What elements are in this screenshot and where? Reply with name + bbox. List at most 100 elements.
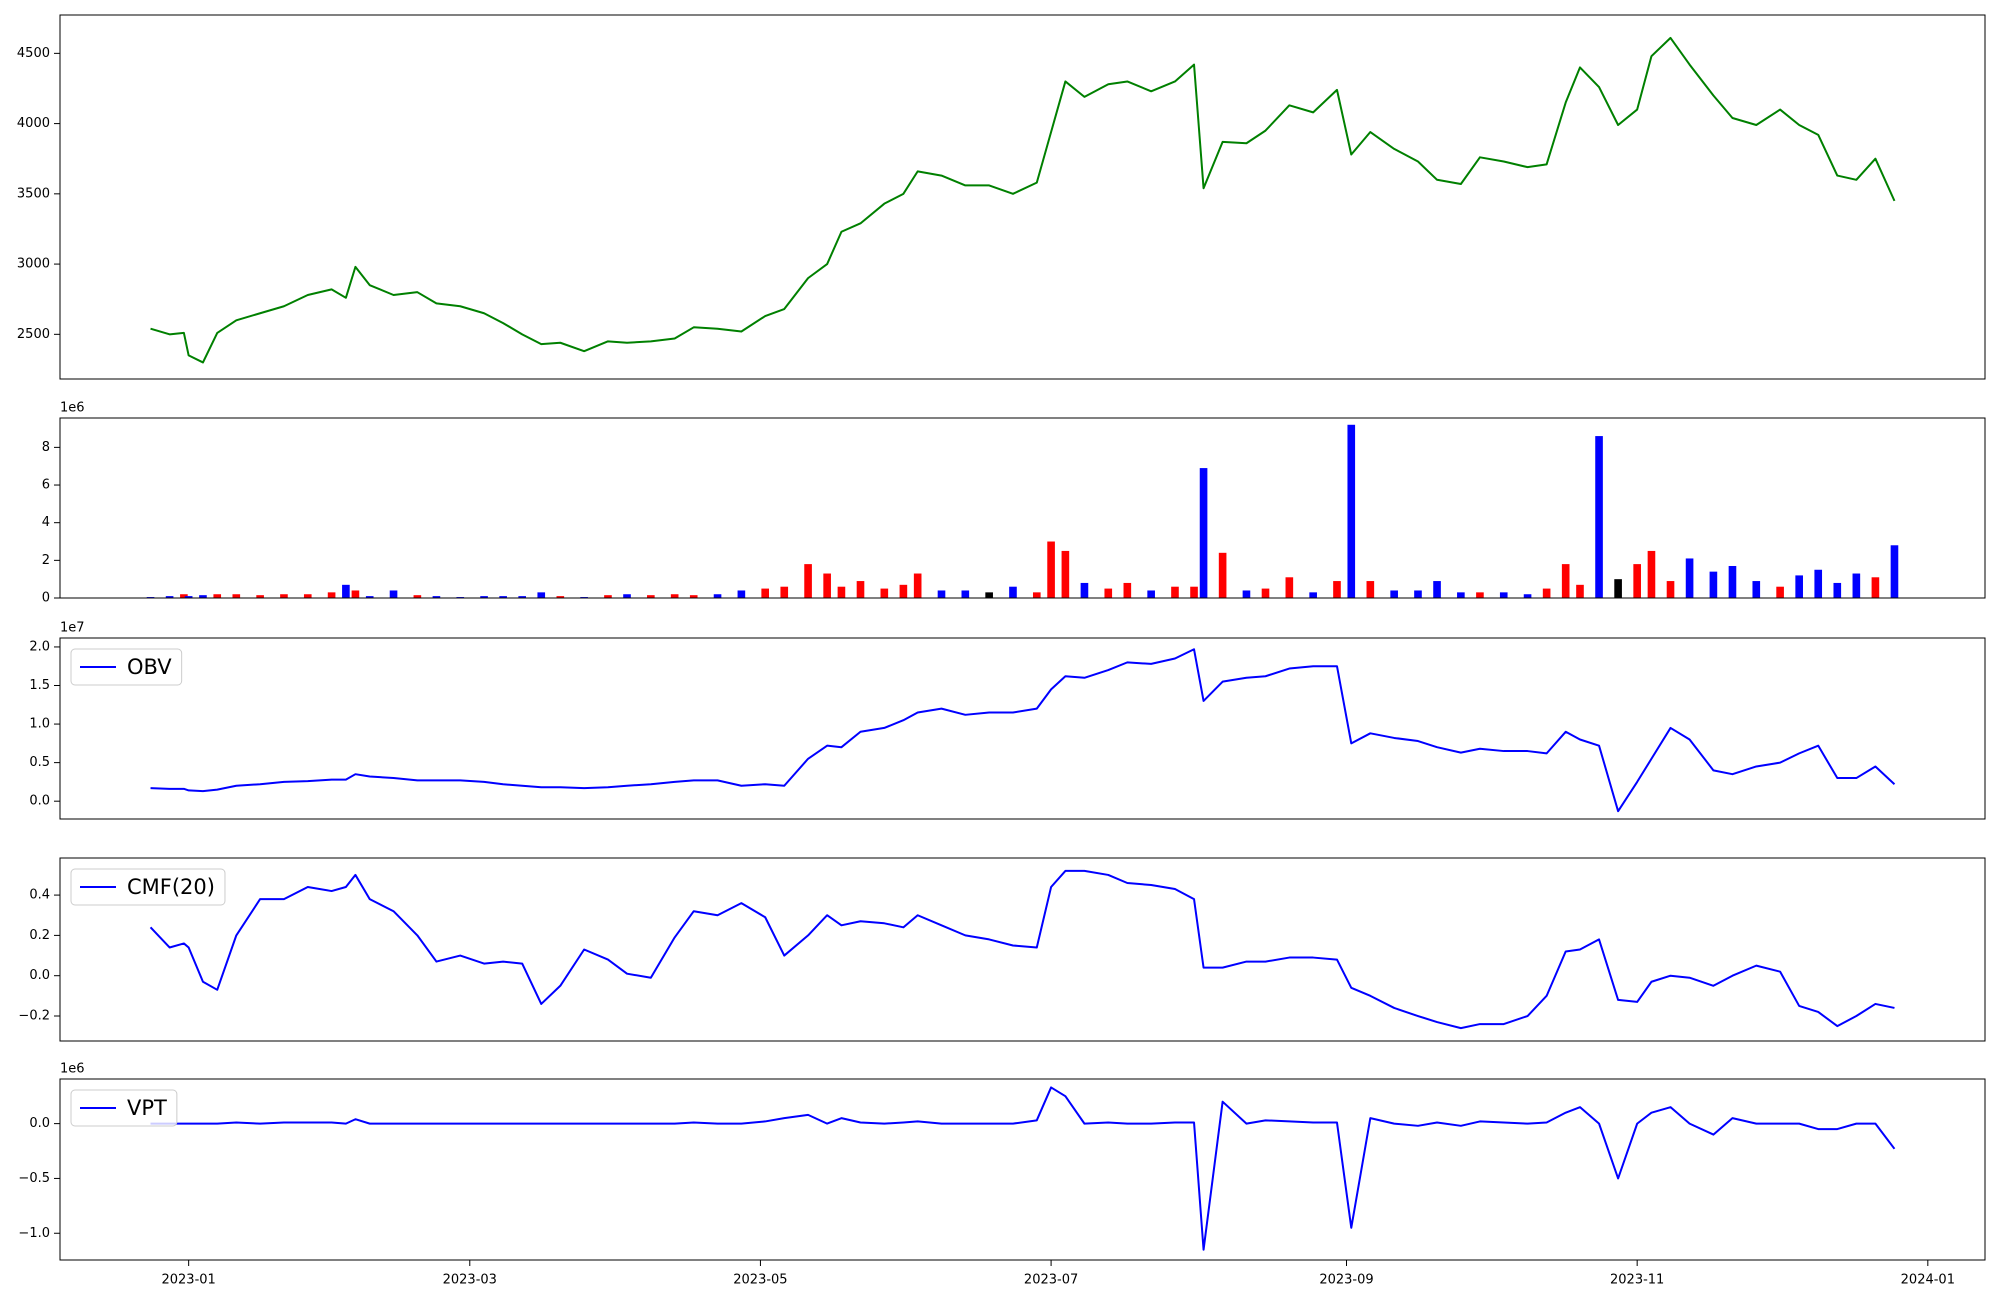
volume-bar [1061, 550, 1070, 598]
y-tick-label: 0.0 [29, 1116, 50, 1131]
y-tick-label: 4000 [17, 116, 50, 131]
volume-bar [556, 596, 565, 598]
volume-bar [1647, 550, 1656, 598]
legend-label: OBV [127, 655, 172, 679]
y-tick-label: −1.0 [18, 1226, 50, 1241]
volume-bar [1871, 577, 1880, 598]
volume-bar [1104, 588, 1113, 598]
volume-bar [365, 596, 374, 598]
volume-bar [1595, 436, 1603, 598]
volume-bar [1852, 573, 1861, 598]
y-tick-label: 1.0 [29, 717, 50, 732]
volume-bar [351, 590, 360, 598]
volume-bar [623, 594, 631, 598]
line-series [149, 869, 1895, 1030]
volume-bar [389, 590, 398, 598]
volume-bar [1009, 586, 1017, 598]
volume-bar [432, 596, 441, 598]
x-tick-label: 2024-01 [1901, 1273, 1955, 1288]
volume-bar [1333, 581, 1341, 598]
y-tick-label: 0.0 [29, 794, 50, 809]
volume-bar [913, 573, 922, 598]
volume-bar [804, 564, 812, 598]
y-tick-label: 0.0 [29, 968, 50, 983]
volume-bar [1666, 581, 1675, 598]
volume-bar [856, 581, 865, 598]
volume-bar [303, 594, 312, 598]
volume-bar [1728, 565, 1737, 598]
volume-bar [1814, 569, 1823, 598]
volume-bar [689, 595, 698, 598]
volume-bar [342, 584, 350, 598]
volume-bar [184, 596, 193, 598]
y-offset-label: 1e7 [60, 621, 85, 636]
volume-bar [1561, 564, 1570, 598]
volume-bar [1776, 586, 1784, 598]
y-tick-label: −0.5 [18, 1171, 50, 1186]
volume-bar [937, 590, 946, 598]
axes-frame [59, 857, 1986, 1042]
x-tick-label: 2023-03 [443, 1273, 497, 1288]
volume-bar [823, 573, 831, 598]
volume-bar [327, 592, 336, 598]
x-tick-label: 2023-01 [161, 1273, 215, 1288]
volume-bar [480, 596, 488, 598]
volume-bar [670, 594, 679, 598]
y-tick-label: 2.0 [29, 639, 50, 654]
line-series [150, 36, 1896, 364]
legend-label: CMF(20) [127, 875, 215, 899]
volume-bar [1499, 592, 1508, 598]
y-tick-label: 0.2 [29, 928, 50, 943]
volume-bar [1890, 545, 1899, 598]
volume-bar [1542, 588, 1551, 598]
y-offset-label: 1e6 [60, 401, 85, 416]
axes-frame [59, 14, 1986, 380]
volume-bar [880, 588, 889, 598]
axes-frame [59, 417, 1986, 599]
volume-bar [1576, 584, 1584, 598]
y-tick-label: 0.4 [29, 888, 50, 903]
volume-bar [1366, 581, 1375, 598]
volume-bar [647, 595, 655, 598]
volume-bar [1476, 592, 1484, 598]
volume-bar [1285, 577, 1294, 598]
y-tick-label: 4500 [17, 46, 50, 61]
volume-bar [1414, 590, 1422, 598]
volume-bar [1218, 552, 1227, 598]
legend-box [70, 868, 226, 906]
y-tick-label: −0.2 [18, 1009, 50, 1024]
volume-bar [280, 594, 288, 598]
volume-bar [1347, 424, 1356, 598]
volume-bar [413, 595, 422, 598]
line-series [150, 1086, 1896, 1251]
y-tick-label: 0.5 [29, 755, 50, 770]
volume-bar [1199, 468, 1208, 598]
volume-bar [1685, 558, 1694, 598]
y-tick-label: 4 [42, 515, 50, 530]
x-tick-label: 2023-11 [1610, 1273, 1664, 1288]
x-tick-label: 2023-05 [733, 1273, 787, 1288]
volume-bar [1752, 581, 1761, 598]
volume-bar [1123, 582, 1132, 598]
volume-bar [1523, 594, 1532, 598]
volume-bar [737, 590, 746, 598]
volume-bar [1171, 586, 1179, 598]
volume-bar [1614, 579, 1622, 598]
volume-bar [899, 584, 908, 598]
volume-bar [985, 592, 993, 598]
volume-bar [604, 595, 612, 598]
volume-bar [213, 594, 222, 598]
volume-bar [499, 596, 507, 598]
x-tick-label: 2023-07 [1024, 1273, 1078, 1288]
volume-bar [256, 595, 264, 598]
volume-bar [1047, 541, 1055, 598]
volume-bar [1433, 581, 1441, 598]
volume-bar [761, 588, 770, 598]
y-tick-label: 3500 [17, 186, 50, 201]
y-offset-label: 1e6 [60, 1062, 85, 1077]
volume-bar [1032, 592, 1041, 598]
legend-label: VPT [127, 1096, 167, 1120]
volume-bar [1190, 586, 1198, 598]
volume-bar [1633, 564, 1641, 598]
